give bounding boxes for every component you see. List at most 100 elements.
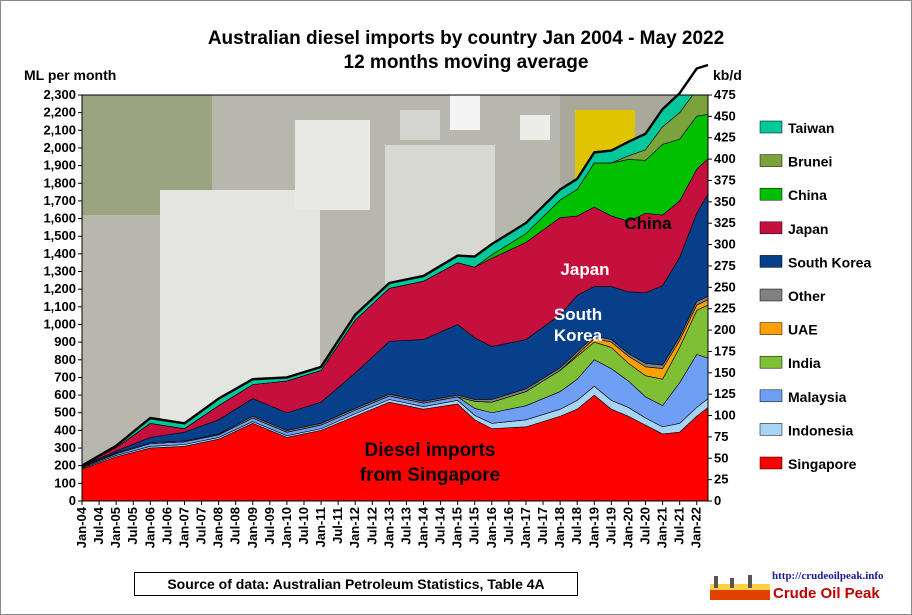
y-left-tick-label: 1,900 (43, 158, 76, 173)
annotation-from-singapore: from Singapore (360, 465, 500, 486)
y-left-tick-label: 1,600 (43, 211, 76, 226)
total-imports-line (81, 63, 709, 467)
legend-swatch-japan (759, 221, 783, 235)
y-left-tick-label: 1,800 (43, 175, 76, 190)
legend-swatch-singapore (759, 456, 783, 470)
x-tick-label: Jul-18 (569, 507, 584, 545)
y-left-tick-label: 800 (54, 352, 76, 367)
x-tick-label: Jan-22 (689, 507, 704, 548)
x-tick-label: Jul-14 (433, 506, 448, 544)
y-right-tick-label: 300 (714, 237, 736, 252)
legend-swatch-malaysia (759, 389, 783, 403)
legend-swatch-other (759, 288, 783, 302)
annotation-south: South (554, 305, 602, 324)
legend-label-india: India (788, 355, 821, 371)
logo-graphic (710, 575, 770, 600)
stacked-area-layers (82, 95, 708, 501)
x-tick-label: Jul-06 (159, 507, 174, 545)
logo-name: Crude Oil Peak (773, 585, 880, 602)
legend-label-uae: UAE (788, 322, 818, 338)
y-right-tick-label: 100 (714, 408, 736, 423)
annotation-japan: Japan (560, 260, 609, 279)
y-left-tick-label: 400 (54, 422, 76, 437)
x-tick-label: Jul-11 (330, 507, 345, 544)
y-right-tick-label: 350 (714, 194, 736, 209)
x-axis: Jan-04 Jul-04 Jan-05 Jul-05 Jan-06 Jul-06 Jan-… (74, 501, 704, 548)
y-axis-right: 0 25 50 75 100 125 150 175 200 225 250 275 300 325 350… (708, 87, 736, 508)
logo-url[interactable]: http://crudeoilpeak.info (772, 570, 884, 582)
y-right-tick-label: 250 (714, 279, 736, 294)
legend-label-malaysia: Malaysia (788, 389, 847, 405)
x-tick-label: Jan-10 (279, 507, 294, 548)
y-left-tick-label: 2,100 (43, 122, 76, 137)
x-tick-label: Jan-16 (484, 507, 499, 548)
x-tick-label: Jan-08 (211, 507, 226, 548)
x-tick-label: Jan-05 (108, 507, 123, 548)
x-tick-label: Jul-09 (262, 507, 277, 545)
y-left-tick-label: 100 (54, 475, 76, 490)
legend-label-singapore: Singapore (788, 456, 857, 472)
y-left-tick-label: 900 (54, 334, 76, 349)
legend-label-south-korea: South Korea (788, 254, 871, 270)
annotation-china: China (624, 214, 672, 233)
x-tick-label: Jan-09 (245, 507, 260, 548)
y-right-tick-label: 175 (714, 343, 736, 358)
x-tick-label: Jan-21 (655, 507, 670, 548)
legend-swatch-indonesia (759, 423, 783, 436)
legend-swatch-taiwan (759, 120, 783, 134)
y-left-tick-label: 1,400 (43, 246, 76, 261)
y-right-tick-label: 75 (714, 429, 728, 444)
y-left-tick-label: 2,000 (43, 140, 76, 155)
x-tick-label: Jan-07 (176, 507, 191, 548)
annotation-korea: Korea (554, 326, 603, 345)
x-tick-label: Jul-21 (672, 507, 687, 545)
legend-label-other: Other (788, 288, 826, 304)
x-tick-label: Jan-12 (347, 507, 362, 548)
x-tick-label: Jan-11 (313, 507, 328, 547)
y-right-tick-label: 200 (714, 322, 736, 337)
x-tick-label: Jan-18 (552, 507, 567, 548)
legend-label-brunei: Brunei (788, 154, 832, 170)
y-left-tick-label: 1,300 (43, 264, 76, 279)
x-tick-label: Jan-17 (518, 507, 533, 548)
y-left-tick-label: 700 (54, 369, 76, 384)
y-axis-right-label: kb/d (713, 67, 742, 83)
y-left-tick-label: 1,200 (43, 281, 76, 296)
x-tick-label: Jan-19 (586, 507, 601, 548)
y-left-tick-label: 1,000 (43, 316, 76, 331)
x-tick-label: Jul-04 (91, 506, 106, 544)
x-tick-label: Jan-14 (416, 506, 431, 548)
legend-swatch-south-korea (759, 255, 783, 268)
y-right-tick-label: 25 (714, 472, 728, 487)
y-right-tick-label: 325 (714, 215, 736, 230)
x-tick-label: Jan-04 (74, 506, 89, 548)
x-tick-label: Jul-12 (364, 507, 379, 545)
chart-title: Australian diesel imports by country Jan… (208, 28, 724, 49)
x-tick-label: Jan-20 (620, 507, 635, 548)
y-right-tick-label: 0 (714, 493, 721, 508)
plot-border (81, 94, 709, 502)
x-tick-label: Jul-13 (398, 507, 413, 545)
x-tick-label: Jul-10 (296, 507, 311, 545)
y-right-tick-label: 400 (714, 151, 736, 166)
legend-swatch-uae (759, 322, 783, 335)
x-tick-label: Jul-17 (535, 507, 550, 545)
legend-swatch-china (759, 187, 783, 201)
y-left-tick-label: 0 (69, 493, 76, 508)
y-axis-left: 0 100 200 300 400 500 600 700 800 900 1,000 1,100 1,… (43, 87, 82, 508)
y-right-tick-label: 450 (714, 108, 736, 123)
legend-swatch-india (759, 355, 783, 369)
x-tick-label: Jul-08 (228, 507, 243, 545)
y-left-tick-label: 2,200 (43, 105, 76, 120)
chart-subtitle: 12 months moving average (344, 52, 589, 73)
y-left-tick-label: 300 (54, 440, 76, 455)
legend-label-china: China (788, 187, 827, 203)
y-left-tick-label: 200 (54, 458, 76, 473)
legend: Taiwan Brunei China Japan South Korea Other UA… (759, 120, 871, 472)
y-left-tick-label: 1,700 (43, 193, 76, 208)
y-left-tick-label: 2,300 (43, 87, 76, 102)
y-right-tick-label: 375 (714, 172, 736, 187)
x-tick-label: Jan-06 (142, 507, 157, 548)
x-tick-label: Jul-05 (125, 507, 140, 545)
